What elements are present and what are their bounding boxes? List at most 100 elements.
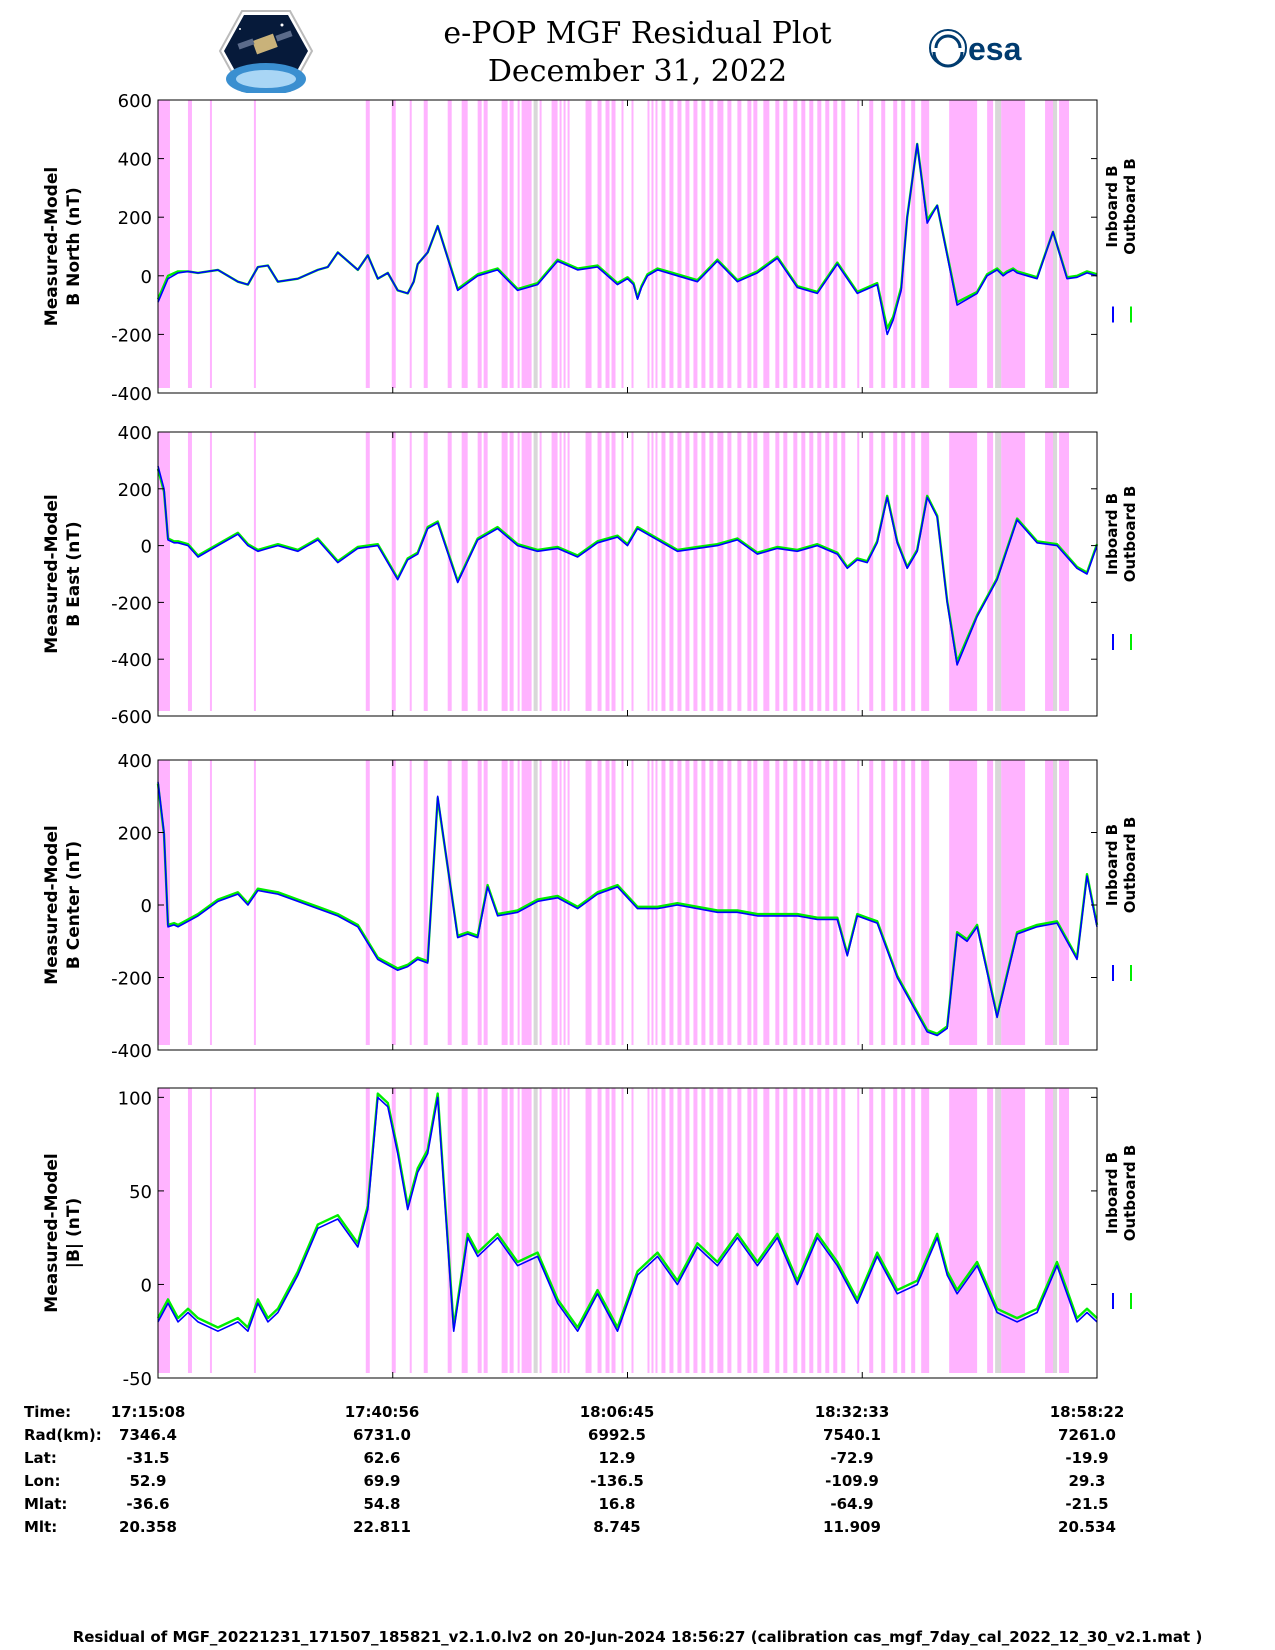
flag-band: [801, 760, 806, 1045]
flag-band: [669, 1088, 674, 1373]
info-cell: 22.811: [353, 1518, 411, 1536]
info-cell: -72.9: [830, 1449, 874, 1467]
flag-band: [621, 1088, 624, 1373]
plot-date: December 31, 2022: [487, 54, 788, 89]
flag-band: [509, 432, 514, 711]
flag-band: [605, 760, 610, 1045]
info-cell: 11.909: [823, 1518, 881, 1536]
flag-band: [763, 100, 770, 388]
flag-band: [825, 760, 830, 1045]
flag-band: [737, 1088, 742, 1373]
flag-band: [1001, 1088, 1026, 1373]
flag-band: [501, 100, 508, 388]
time-tick-label: 18:32:33: [814, 1403, 890, 1421]
series-line-inboard: [157, 781, 1098, 1037]
time-tick-label: 17:40:56: [344, 1403, 420, 1421]
flag-band: [559, 100, 562, 388]
flag-band: [209, 100, 212, 388]
flag-band: [753, 100, 758, 388]
flag-band: [949, 1088, 978, 1373]
time-tick-label: 18:06:45: [579, 1403, 655, 1421]
flag-band: [669, 432, 674, 711]
flag-band: [841, 1088, 846, 1373]
flag-band: [483, 432, 488, 711]
flag-band: [709, 100, 714, 388]
flag-band: [611, 1088, 616, 1373]
flag-band: [987, 100, 994, 388]
info-cell: 69.9: [363, 1472, 401, 1490]
flag-band: [881, 1088, 886, 1373]
flag-band: [693, 760, 698, 1045]
flag-band: [1059, 100, 1070, 388]
flag-band: [987, 760, 994, 1045]
y-axis-label: B East (nT): [64, 521, 84, 626]
esa-logo: esa: [929, 29, 1022, 68]
y-tick-label: -200: [111, 325, 152, 346]
flag-band: [539, 432, 542, 711]
flag-band: [727, 100, 732, 388]
flag-band: [841, 100, 846, 388]
flag-band: [753, 432, 758, 711]
flag-band: [911, 100, 916, 388]
flag-band: [893, 1088, 898, 1373]
flag-band: [461, 1088, 468, 1373]
flag-band: [869, 760, 874, 1045]
flag-band: [753, 1088, 758, 1373]
flag-band: [517, 100, 520, 388]
info-cell: 8.745: [593, 1518, 641, 1536]
flag-band: [655, 1088, 658, 1373]
flag-band: [501, 760, 508, 1045]
gray-flag-band: [1053, 760, 1058, 1045]
flag-band: [775, 100, 780, 388]
panel-2: -600 -400 -200 0 200 400 Measured-Model B East …: [42, 423, 1139, 728]
flag-band: [551, 1088, 558, 1373]
flag-band: [921, 760, 930, 1045]
flag-band: [881, 760, 886, 1045]
flag-band: [763, 432, 770, 711]
flag-band: [737, 432, 742, 711]
flag-band: [709, 760, 714, 1045]
flag-band: [901, 432, 906, 711]
flag-band: [483, 760, 488, 1045]
flag-band: [987, 1088, 994, 1373]
info-cell: 54.8: [363, 1495, 401, 1513]
flag-band: [158, 432, 170, 711]
flag-band: [893, 760, 898, 1045]
series-line-outboard: [156, 1092, 1098, 1329]
flag-band: [717, 760, 724, 1045]
info-row-label: Time:: [24, 1403, 72, 1421]
flag-band: [661, 100, 666, 388]
flag-band: [365, 100, 370, 388]
flag-band: [447, 100, 452, 388]
flag-band: [869, 100, 874, 388]
flag-band: [857, 100, 860, 388]
flag-band: [685, 100, 690, 388]
y-axis-label: Measured-Model: [42, 167, 62, 326]
flag-band: [483, 1088, 488, 1373]
flag-band: [775, 760, 780, 1045]
flag-band: [423, 1088, 428, 1373]
panel-1: -400 -200 0 200 400 600 Measured-Model B North …: [42, 91, 1139, 405]
flag-band: [893, 100, 898, 388]
y-tick-label: -200: [111, 593, 152, 614]
flag-band: [409, 100, 412, 388]
flag-band: [661, 432, 666, 711]
flag-band: [1045, 1088, 1058, 1373]
flag-band: [685, 760, 690, 1045]
flag-band: [187, 1088, 192, 1373]
y-axis-label: Measured-Model: [42, 1153, 62, 1312]
info-cell: -31.5: [126, 1449, 170, 1467]
info-cell: 62.6: [363, 1449, 401, 1467]
flag-band: [253, 432, 256, 711]
flag-band: [753, 760, 758, 1045]
y-tick-label: -400: [111, 1041, 152, 1062]
flag-band: [611, 100, 616, 388]
flag-band: [881, 432, 886, 711]
flag-band: [521, 432, 532, 711]
flag-band: [597, 100, 602, 388]
gray-flag-band: [1053, 432, 1058, 711]
flag-band: [1045, 760, 1058, 1045]
flag-band: [517, 432, 520, 711]
flag-band: [509, 1088, 514, 1373]
gray-flag-band: [995, 432, 1002, 711]
